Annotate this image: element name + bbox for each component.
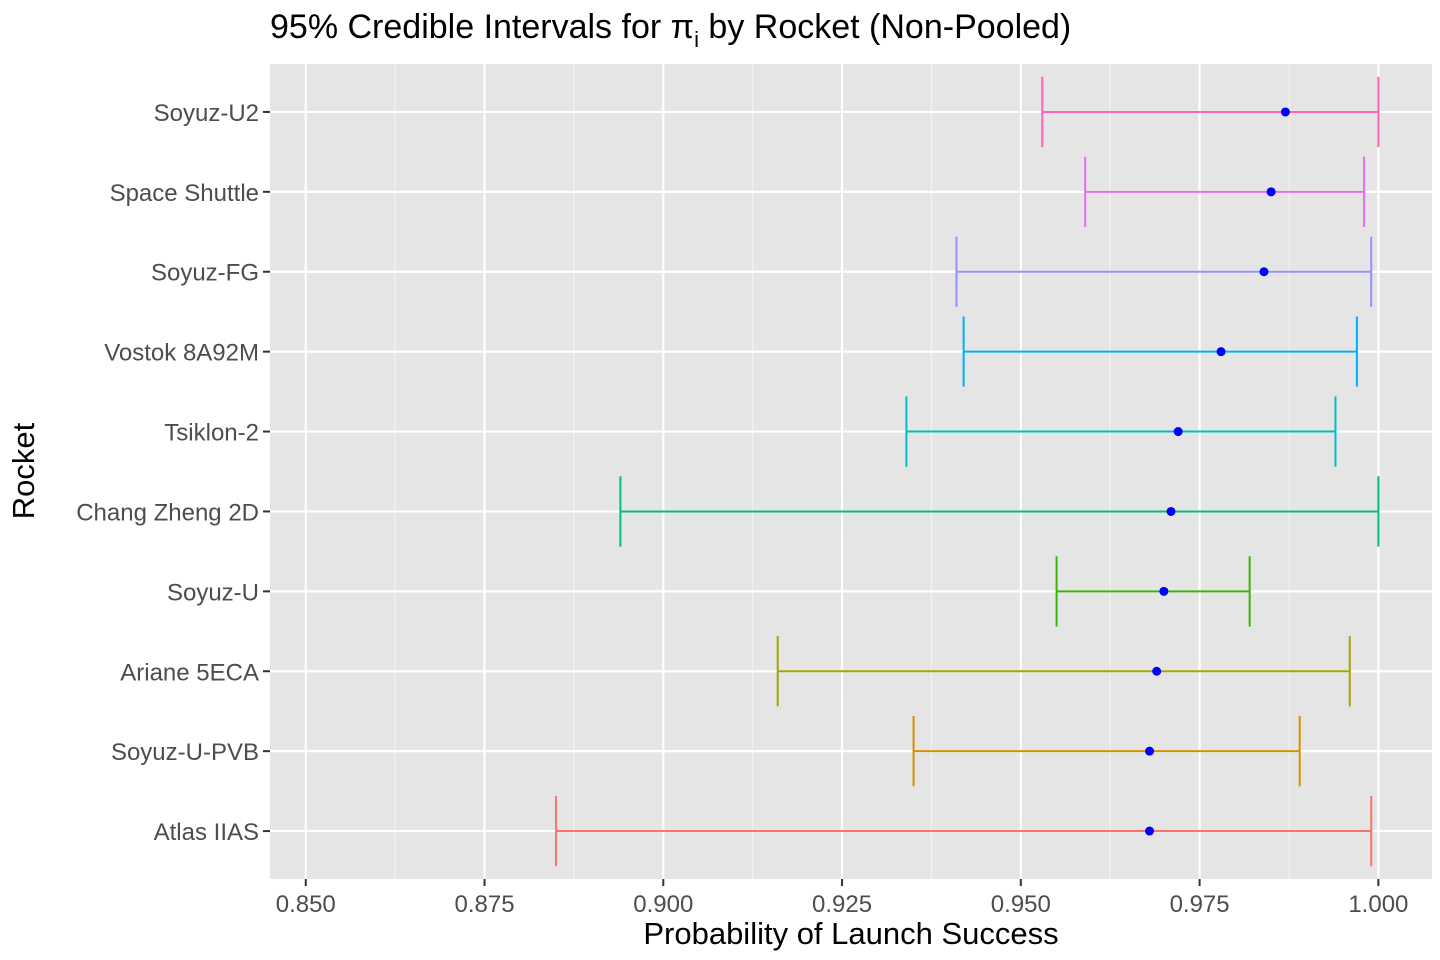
y-axis: Atlas IIAS Soyuz-U-PVB Ariane 5ECA Soyuz-U C…	[76, 100, 270, 846]
x-tick-label: 1.000	[1348, 891, 1408, 918]
point-estimate	[1166, 506, 1176, 516]
point-estimate	[1266, 187, 1276, 197]
grid-minor	[394, 64, 1290, 879]
point-estimate	[1145, 746, 1155, 756]
point-estimate	[1280, 107, 1290, 117]
y-tick-label: Atlas IIAS	[154, 819, 259, 846]
x-tick-label: 0.875	[454, 891, 514, 918]
interval-layer	[555, 76, 1380, 867]
point-estimate	[1145, 826, 1155, 836]
chart-title-prefix: 95% Credible Intervals for π	[270, 8, 694, 46]
point-estimate	[1173, 427, 1183, 437]
y-tick-label: Ariane 5ECA	[120, 659, 259, 686]
y-tick-label: Space Shuttle	[110, 180, 259, 207]
y-tick-label: Soyuz-FG	[151, 260, 259, 287]
point-estimate	[1216, 347, 1226, 357]
chart-title: 95% Credible Intervals for πi by Rocket …	[270, 8, 1071, 52]
y-tick-label: Vostok 8A92M	[104, 340, 259, 367]
y-axis-title: Rocket	[6, 422, 41, 519]
chart-title-subscript: i	[694, 27, 699, 52]
x-tick-label: 0.950	[991, 891, 1051, 918]
y-tick-label: Tsiklon-2	[164, 420, 259, 447]
x-tick-label: 0.925	[812, 891, 872, 918]
chart-title-suffix: by Rocket (Non-Pooled)	[699, 8, 1071, 46]
point-layer	[1145, 107, 1290, 836]
plot-panel	[270, 64, 1432, 879]
x-tick-label: 0.850	[276, 891, 336, 918]
y-tick-label: Soyuz-U	[167, 579, 259, 606]
y-tick-label: Soyuz-U2	[154, 100, 259, 127]
x-axis: 0.850 0.875 0.900 0.925 0.950 0.975 1.000	[276, 879, 1408, 918]
point-estimate	[1259, 267, 1269, 277]
point-estimate	[1159, 586, 1169, 596]
y-tick-label: Chang Zheng 2D	[76, 499, 259, 526]
point-estimate	[1152, 666, 1162, 676]
x-axis-title: Probability of Launch Success	[643, 916, 1058, 951]
y-tick-label: Soyuz-U-PVB	[111, 739, 259, 766]
x-tick-label: 0.900	[633, 891, 693, 918]
x-tick-label: 0.975	[1170, 891, 1230, 918]
